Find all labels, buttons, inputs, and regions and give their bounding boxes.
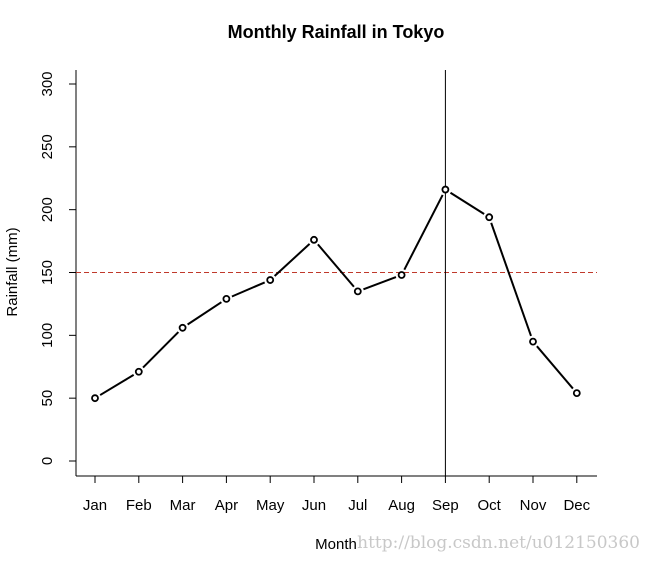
series-segment [490, 222, 532, 337]
reference-lines [76, 70, 597, 476]
data-point [485, 213, 494, 222]
data-point [222, 294, 231, 303]
y-tick-label: 150 [39, 260, 56, 285]
y-tick-label: 0 [39, 457, 56, 465]
data-point [529, 337, 537, 346]
series-segment [317, 243, 355, 288]
data-point [134, 367, 143, 376]
x-tick-label: Aug [388, 497, 415, 514]
series-segment [142, 331, 180, 369]
y-tick-label: 100 [39, 323, 56, 348]
x-tick-label: Nov [520, 497, 547, 514]
x-tick-label: Apr [215, 497, 238, 514]
series-segment [231, 281, 266, 298]
series-segment [403, 194, 444, 271]
x-tick-label: Oct [478, 497, 502, 514]
data-point [310, 235, 318, 244]
rainfall-series [91, 185, 581, 403]
x-tick-label: Jun [302, 497, 326, 514]
watermark: http://blog.csdn.net/u012150360 [357, 533, 640, 553]
series-segment [99, 374, 135, 396]
x-tick-label: Jul [348, 497, 367, 514]
series-segment [536, 345, 574, 390]
data-point [572, 389, 581, 398]
data-point [353, 287, 362, 296]
x-tick-label: Dec [563, 497, 590, 514]
y-tick-label: 300 [39, 71, 56, 96]
data-point [178, 323, 187, 332]
x-tick-label: Sep [432, 497, 459, 514]
x-axis-label: Month [315, 536, 357, 553]
data-point [397, 271, 406, 279]
y-axis-ticks: 0 50 100 150 200 250 300 [39, 71, 76, 465]
x-tick-label: Mar [170, 497, 196, 514]
series-segment [363, 276, 397, 291]
data-point [266, 276, 275, 284]
data-point [91, 394, 99, 403]
x-axis-ticks: Jan Feb Mar Apr May Jun Jul Aug Sep Oct Nov Dec [83, 476, 591, 514]
y-tick-label: 200 [39, 197, 56, 222]
x-tick-label: Feb [126, 497, 152, 514]
chart-title: Monthly Rainfall in Tokyo [228, 22, 445, 42]
x-tick-label: May [256, 497, 285, 514]
data-point [441, 185, 450, 194]
x-tick-label: Jan [83, 497, 107, 514]
y-tick-label: 50 [39, 390, 56, 407]
series-segment [273, 243, 311, 277]
series-segment [187, 301, 222, 326]
series-segment [449, 191, 485, 215]
y-axis-label: Rainfall (mm) [4, 227, 21, 316]
y-tick-label: 250 [39, 134, 56, 159]
